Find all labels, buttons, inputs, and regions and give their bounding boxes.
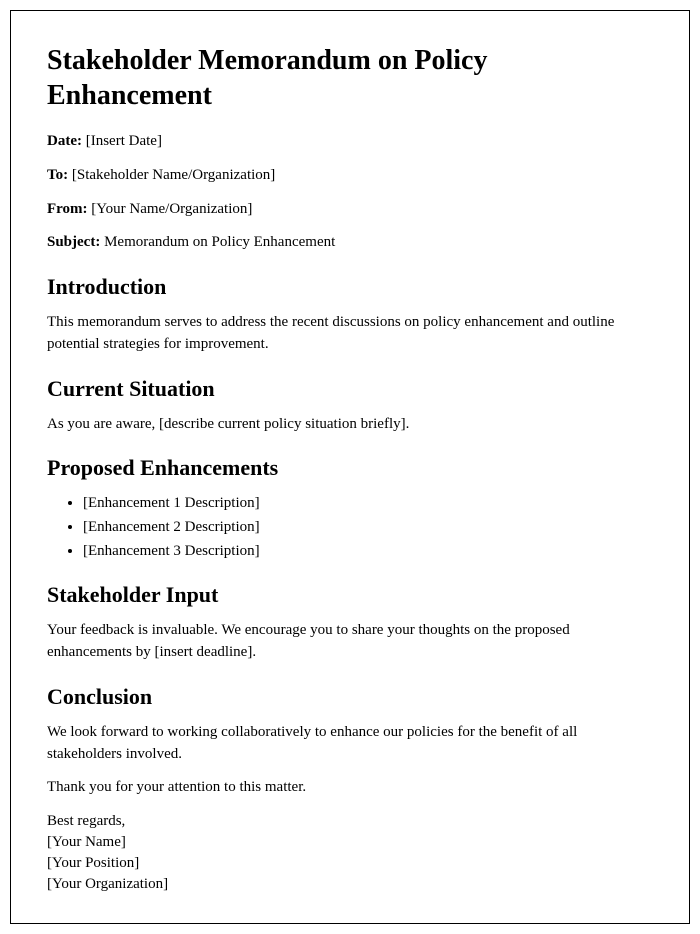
proposed-list: [Enhancement 1 Description] [Enhancement… bbox=[47, 493, 653, 562]
list-item: [Enhancement 2 Description] bbox=[83, 517, 653, 538]
meta-from: From: [Your Name/Organization] bbox=[47, 199, 653, 221]
conclusion-heading: Conclusion bbox=[47, 684, 653, 710]
signature-position: [Your Position] bbox=[47, 853, 653, 874]
current-situation-text: As you are aware, [describe current poli… bbox=[47, 414, 653, 436]
subject-label: Subject: bbox=[47, 234, 100, 250]
meta-date: Date: [Insert Date] bbox=[47, 131, 653, 153]
thanks-text: Thank you for your attention to this mat… bbox=[47, 777, 653, 799]
signature-org: [Your Organization] bbox=[47, 874, 653, 895]
list-item: [Enhancement 3 Description] bbox=[83, 541, 653, 562]
date-label: Date: bbox=[47, 133, 82, 149]
document-page: Stakeholder Memorandum on Policy Enhance… bbox=[10, 10, 690, 924]
stakeholder-input-heading: Stakeholder Input bbox=[47, 582, 653, 608]
date-value: [Insert Date] bbox=[86, 133, 162, 149]
signature-name: [Your Name] bbox=[47, 832, 653, 853]
subject-value: Memorandum on Policy Enhancement bbox=[104, 234, 335, 250]
to-value: [Stakeholder Name/Organization] bbox=[72, 167, 275, 183]
from-value: [Your Name/Organization] bbox=[91, 201, 252, 217]
list-item: [Enhancement 1 Description] bbox=[83, 493, 653, 514]
document-title: Stakeholder Memorandum on Policy Enhance… bbox=[47, 43, 653, 113]
from-label: From: bbox=[47, 201, 88, 217]
current-situation-heading: Current Situation bbox=[47, 376, 653, 402]
introduction-text: This memorandum serves to address the re… bbox=[47, 312, 653, 356]
stakeholder-input-text: Your feedback is invaluable. We encourag… bbox=[47, 620, 653, 664]
proposed-heading: Proposed Enhancements bbox=[47, 455, 653, 481]
signature-regards: Best regards, bbox=[47, 811, 653, 832]
introduction-heading: Introduction bbox=[47, 274, 653, 300]
meta-to: To: [Stakeholder Name/Organization] bbox=[47, 165, 653, 187]
to-label: To: bbox=[47, 167, 68, 183]
conclusion-text: We look forward to working collaborative… bbox=[47, 722, 653, 766]
meta-subject: Subject: Memorandum on Policy Enhancemen… bbox=[47, 232, 653, 254]
